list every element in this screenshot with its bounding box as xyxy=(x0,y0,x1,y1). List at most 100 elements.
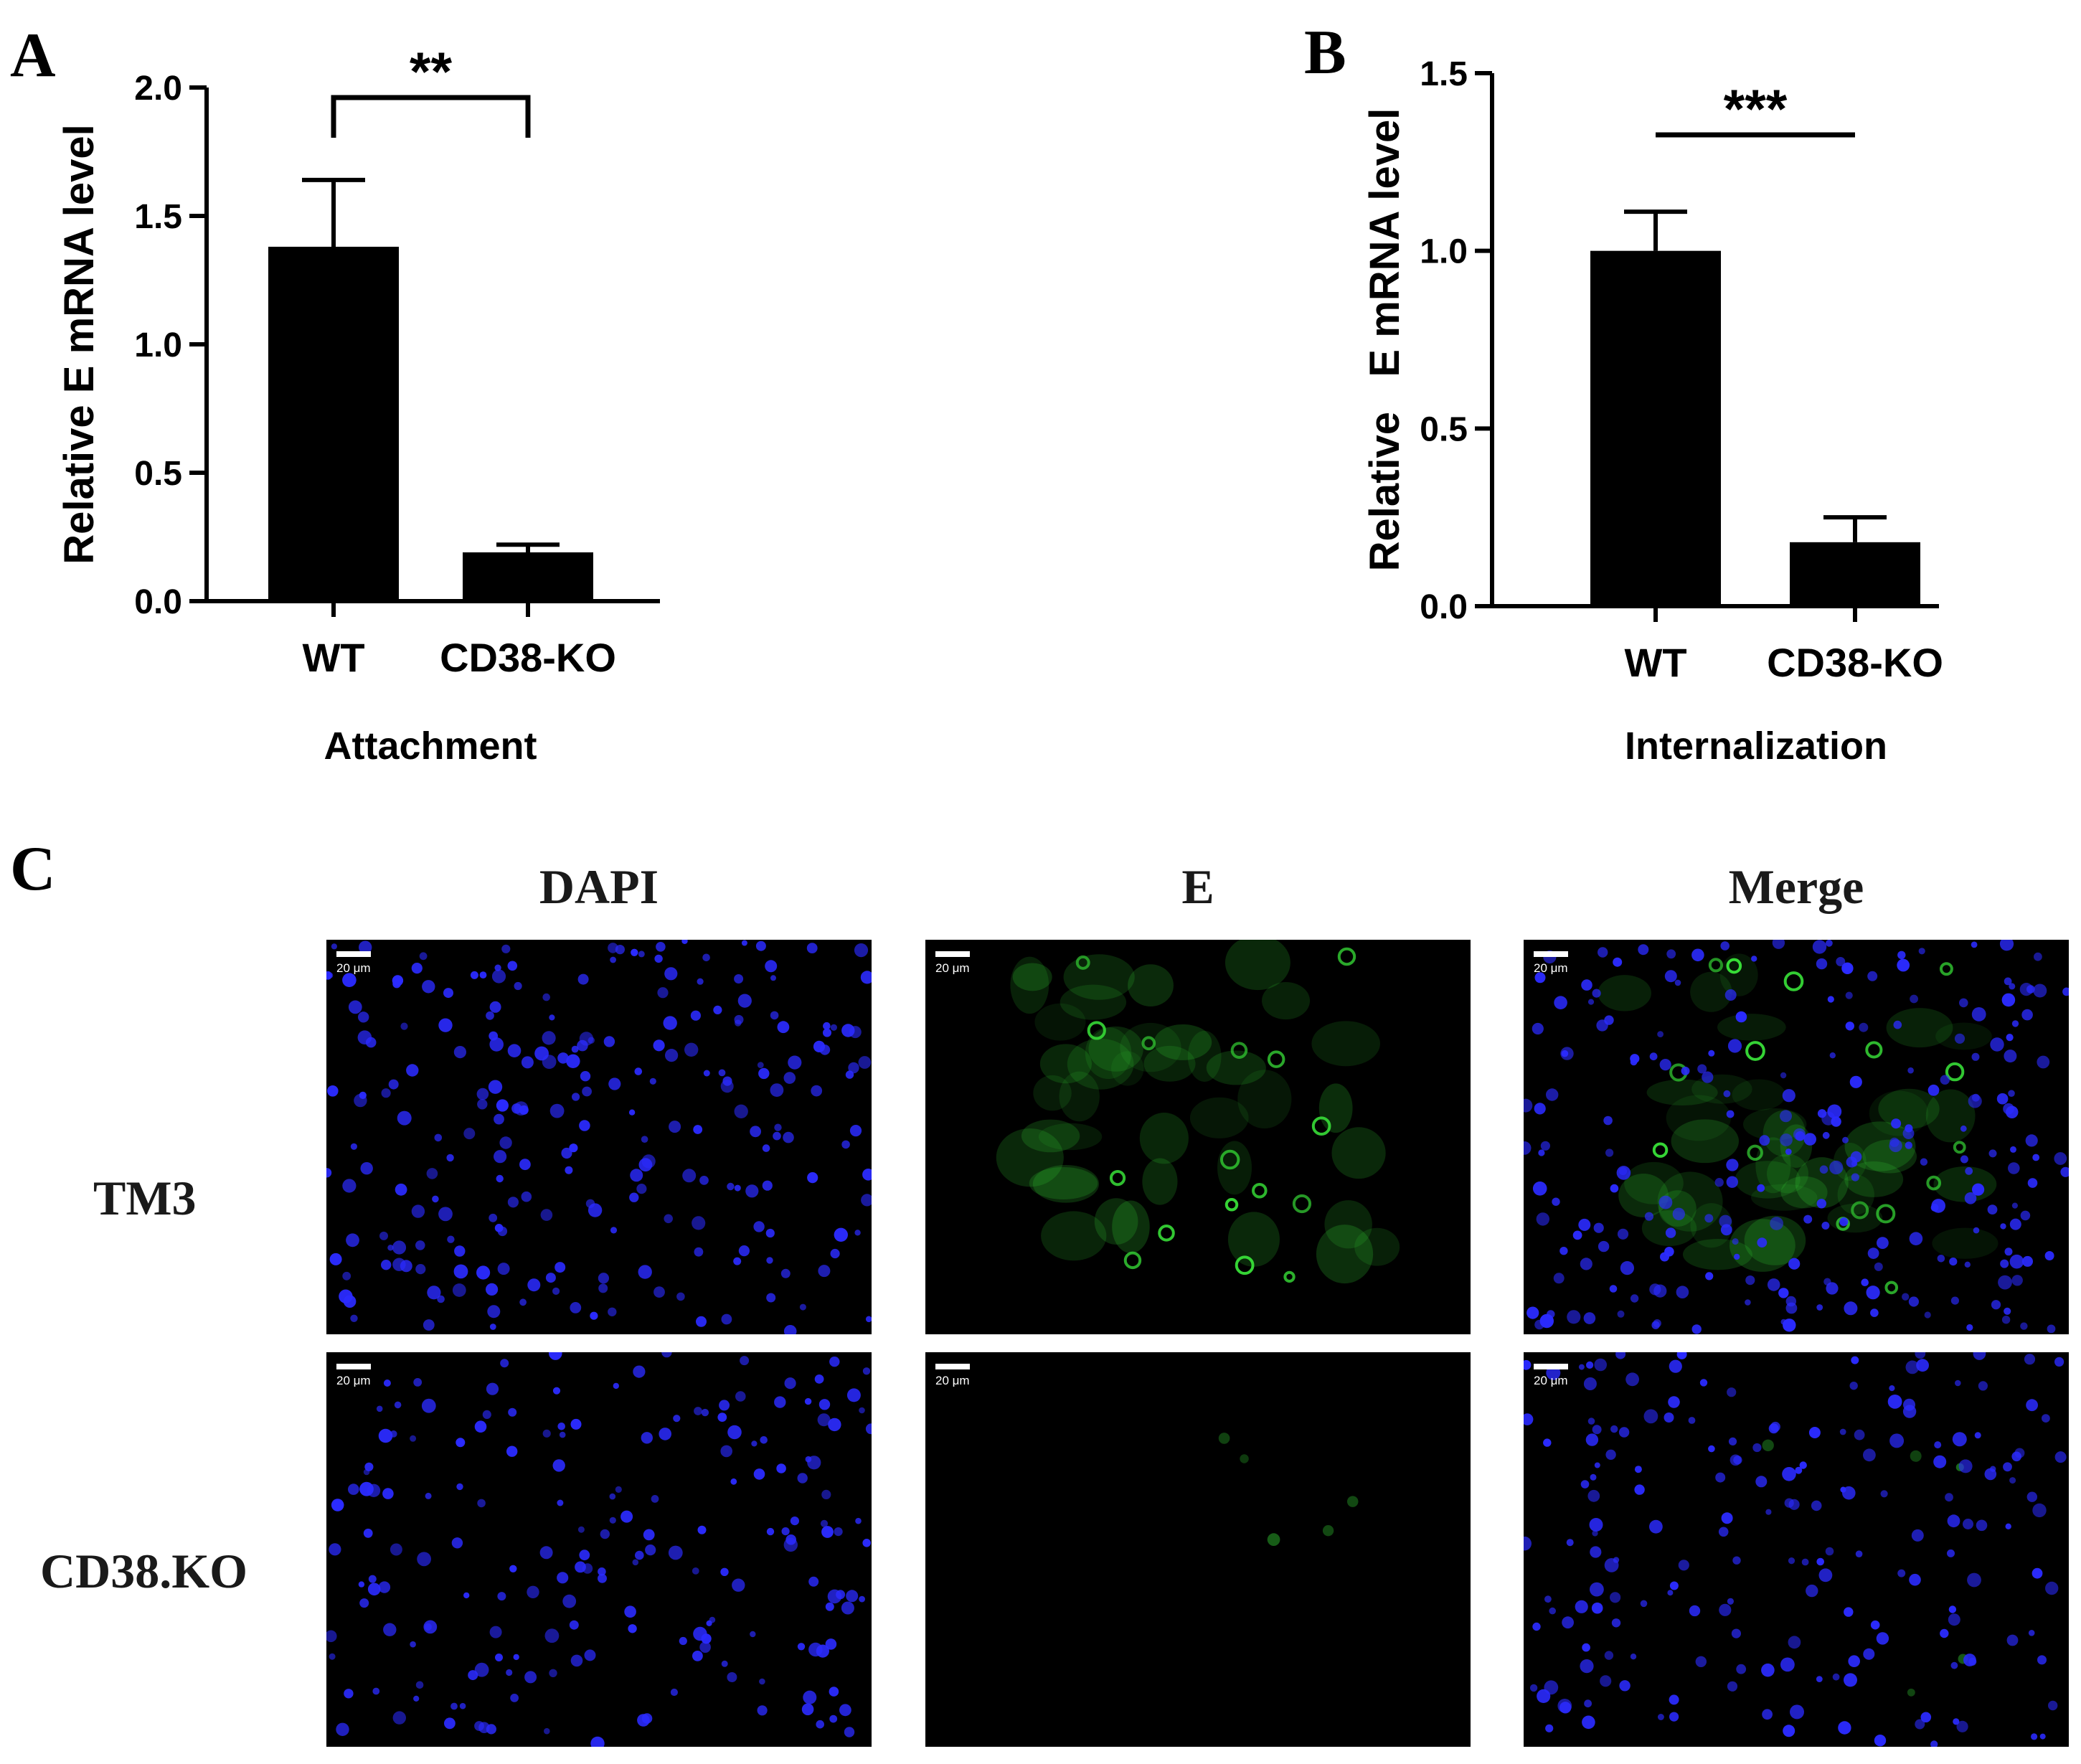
nucleus xyxy=(1770,1217,1783,1230)
nucleus xyxy=(459,1702,466,1709)
nucleus xyxy=(1783,1725,1795,1737)
nucleus xyxy=(1948,1613,1960,1626)
nucleus xyxy=(489,1031,499,1041)
nucleus xyxy=(1580,1258,1592,1270)
nucleus xyxy=(806,943,818,953)
nucleus xyxy=(1562,1616,1574,1629)
nucleus xyxy=(1610,1184,1619,1193)
nucleus xyxy=(453,1264,468,1279)
nucleus xyxy=(1971,1007,1986,1022)
nucleus xyxy=(1590,1473,1597,1481)
nucleus xyxy=(1524,1536,1532,1551)
nucleus xyxy=(1640,1600,1648,1608)
nucleus xyxy=(1649,1519,1663,1534)
nucleus xyxy=(1867,1247,1879,1259)
nucleus xyxy=(727,1672,737,1682)
nucleus xyxy=(2022,1255,2033,1267)
nucleus xyxy=(759,1678,765,1685)
nucleus xyxy=(665,1049,679,1062)
nucleus xyxy=(706,1620,712,1626)
nucleus xyxy=(2004,1050,2017,1063)
nucleus xyxy=(359,1598,369,1608)
nucleus xyxy=(1829,1052,1836,1059)
nucleus xyxy=(507,1044,522,1057)
nucleus xyxy=(741,940,747,946)
nucleus xyxy=(489,1626,502,1638)
nucleus xyxy=(1825,1547,1834,1556)
nucleus xyxy=(770,1011,779,1020)
nucleus xyxy=(1660,1252,1669,1262)
nucleus xyxy=(1861,1278,1869,1286)
nucleus xyxy=(2004,1247,2013,1256)
nucleus xyxy=(2037,1655,2047,1665)
nucleus xyxy=(491,969,506,984)
nucleus xyxy=(1955,1379,1961,1387)
nucleus xyxy=(1849,1075,1862,1088)
nucleus xyxy=(478,1722,490,1733)
nucleus xyxy=(1587,1418,1595,1425)
nucleus xyxy=(1615,1352,1626,1359)
nucleus xyxy=(1590,1546,1602,1558)
nucleus xyxy=(745,1184,759,1198)
nucleus xyxy=(610,956,616,963)
stain-spot xyxy=(1267,1050,1285,1068)
nucleus xyxy=(1907,1067,1914,1074)
nucleus xyxy=(1727,1039,1742,1053)
nucleus xyxy=(381,1088,391,1098)
nucleus xyxy=(1945,1493,1953,1502)
nucleus xyxy=(2028,1630,2035,1636)
nucleus xyxy=(757,1062,764,1068)
nucleus xyxy=(509,1565,517,1572)
nucleus xyxy=(1561,1050,1569,1057)
nucleus xyxy=(1534,1103,1546,1115)
nucleus xyxy=(1844,1673,1857,1687)
nucleus xyxy=(421,1398,436,1413)
nucleus xyxy=(1592,1425,1602,1435)
nucleus xyxy=(1965,1167,1973,1175)
nucleus xyxy=(774,1396,786,1408)
nucleus xyxy=(1708,1050,1715,1057)
nucleus xyxy=(1870,1308,1879,1317)
nucleus xyxy=(1976,1519,1988,1532)
stain-haze xyxy=(1060,984,1127,1020)
nucleus xyxy=(821,1489,831,1499)
nucleus xyxy=(1876,1632,1889,1645)
nucleus xyxy=(1855,1550,1863,1557)
nucleus xyxy=(506,1669,513,1676)
nucleus xyxy=(411,963,423,974)
nucleus xyxy=(1619,1680,1631,1692)
nucleus xyxy=(1952,1432,1967,1447)
nucleus xyxy=(1731,1628,1741,1638)
nucleus xyxy=(1963,1519,1973,1529)
nucleus xyxy=(1947,1514,1960,1528)
nucleus xyxy=(2045,1581,2059,1595)
nucleus xyxy=(765,960,778,973)
stain-haze xyxy=(1227,1212,1280,1267)
nucleus xyxy=(821,1526,834,1538)
scale-label: 20 μm xyxy=(336,961,371,975)
nucleus xyxy=(636,1184,647,1194)
nucleus xyxy=(2026,1491,2037,1502)
nucleus xyxy=(1988,1149,1997,1158)
nucleus xyxy=(342,1271,351,1280)
nucleus xyxy=(489,1324,496,1330)
significance-bracket: ** xyxy=(331,42,531,138)
nucleus xyxy=(1554,996,1567,1009)
nucleus xyxy=(1790,1704,1804,1720)
nucleus xyxy=(590,1311,598,1320)
nucleus xyxy=(519,1159,531,1171)
nucleus xyxy=(2025,1134,2038,1147)
nucleus xyxy=(514,981,522,991)
nucleus xyxy=(1788,1258,1801,1270)
nucleus xyxy=(2011,1275,2023,1286)
nucleus xyxy=(1593,1222,1604,1233)
nucleus xyxy=(859,1407,865,1414)
nucleus xyxy=(1590,1582,1604,1597)
nucleus xyxy=(1751,956,1757,962)
nucleus xyxy=(2034,952,2042,961)
micrograph-image xyxy=(1524,940,2069,1334)
nucleus xyxy=(1617,1228,1629,1240)
nucleus xyxy=(1920,1712,1932,1723)
stain-spot xyxy=(1708,958,1723,973)
stain-spot xyxy=(1851,1201,1869,1220)
